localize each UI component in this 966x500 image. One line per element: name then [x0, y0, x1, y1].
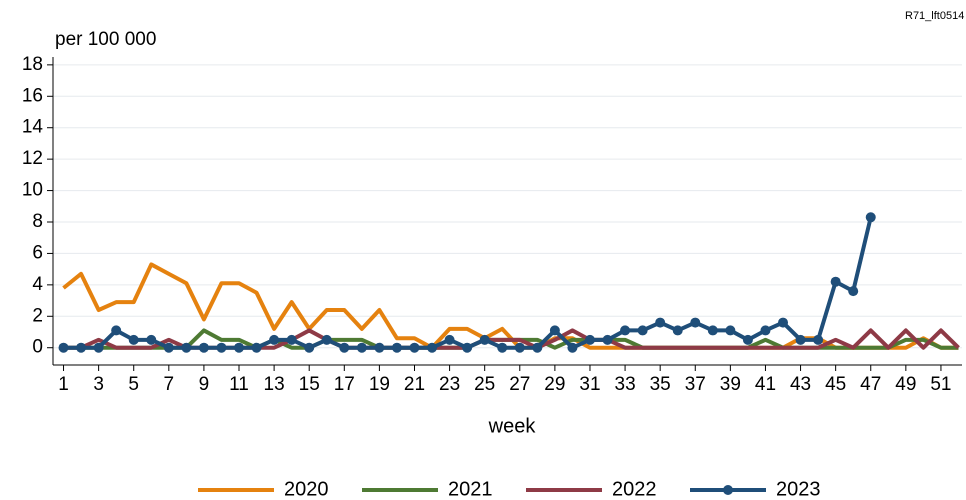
x-tick-label: 15 — [299, 374, 320, 395]
x-tick-label: 27 — [509, 374, 530, 395]
x-tick-label: 25 — [474, 374, 495, 395]
point — [163, 342, 174, 353]
x-tick-label: 43 — [790, 374, 811, 395]
point — [567, 342, 578, 353]
point — [93, 342, 104, 353]
y-tick-label: 12 — [22, 148, 43, 169]
point — [532, 342, 543, 353]
point — [848, 286, 859, 297]
point — [444, 334, 455, 345]
x-tick-label: 29 — [544, 374, 565, 395]
legend-label: 2020 — [284, 478, 329, 500]
legend-marker — [723, 485, 733, 495]
x-axis-label: week — [488, 415, 537, 437]
legend-label: 2022 — [612, 478, 657, 500]
point — [497, 342, 508, 353]
x-tick-label: 3 — [93, 374, 104, 395]
point — [549, 325, 560, 336]
point — [409, 342, 420, 353]
y-tick-label: 4 — [32, 274, 43, 295]
point — [620, 325, 631, 336]
x-tick-label: 19 — [369, 374, 390, 395]
point — [672, 325, 683, 336]
point — [374, 342, 385, 353]
x-tick-label: 9 — [199, 374, 210, 395]
y-tick-label: 14 — [22, 117, 44, 138]
legend-label: 2023 — [776, 478, 821, 500]
point — [865, 212, 876, 223]
point — [286, 334, 297, 345]
point — [655, 317, 666, 328]
point — [198, 342, 209, 353]
x-tick-label: 17 — [334, 374, 355, 395]
point — [813, 334, 824, 345]
point — [690, 317, 701, 328]
point — [479, 334, 490, 345]
source-id: R71_lft0514 — [905, 10, 964, 22]
point — [234, 342, 245, 353]
point — [304, 342, 315, 353]
point — [181, 342, 192, 353]
point — [830, 276, 841, 287]
point — [707, 325, 718, 336]
point — [391, 342, 402, 353]
point — [58, 342, 69, 353]
x-tick-label: 33 — [615, 374, 636, 395]
x-tick-label: 23 — [439, 374, 460, 395]
x-tick-label: 13 — [264, 374, 285, 395]
point — [427, 342, 438, 353]
x-tick-label: 37 — [685, 374, 706, 395]
x-tick-label: 31 — [579, 374, 600, 395]
x-tick-label: 21 — [404, 374, 425, 395]
point — [637, 325, 648, 336]
point — [216, 342, 227, 353]
y-tick-label: 2 — [32, 305, 43, 326]
point — [778, 317, 789, 328]
y-tick-label: 8 — [32, 211, 43, 232]
point — [725, 325, 736, 336]
x-tick-label: 45 — [825, 374, 846, 395]
x-tick-label: 7 — [164, 374, 175, 395]
y-tick-label: 6 — [32, 242, 43, 263]
y-tick-label: 0 — [32, 337, 43, 358]
legend-label: 2021 — [448, 478, 493, 500]
x-tick-label: 47 — [860, 374, 881, 395]
x-tick-label: 39 — [720, 374, 741, 395]
point — [111, 325, 122, 336]
point — [760, 325, 771, 336]
point — [462, 342, 473, 353]
point — [128, 334, 139, 345]
x-tick-label: 5 — [128, 374, 139, 395]
point — [146, 334, 157, 345]
point — [584, 334, 595, 345]
point — [321, 334, 332, 345]
point — [76, 342, 87, 353]
x-tick-label: 41 — [755, 374, 776, 395]
y-tick-label: 16 — [22, 85, 43, 106]
y-tick-label: 18 — [22, 54, 43, 75]
point — [795, 334, 806, 345]
point — [269, 334, 280, 345]
point — [339, 342, 350, 353]
point — [251, 342, 262, 353]
x-tick-label: 1 — [58, 374, 69, 395]
x-tick-label: 51 — [930, 374, 951, 395]
point — [514, 342, 525, 353]
x-tick-label: 49 — [895, 374, 916, 395]
point — [356, 342, 367, 353]
y-tick-label: 10 — [22, 180, 43, 201]
x-tick-label: 11 — [229, 374, 249, 395]
point — [602, 334, 613, 345]
point — [742, 334, 753, 345]
y-axis-label: per 100 000 — [55, 29, 156, 50]
x-tick-label: 35 — [650, 374, 671, 395]
